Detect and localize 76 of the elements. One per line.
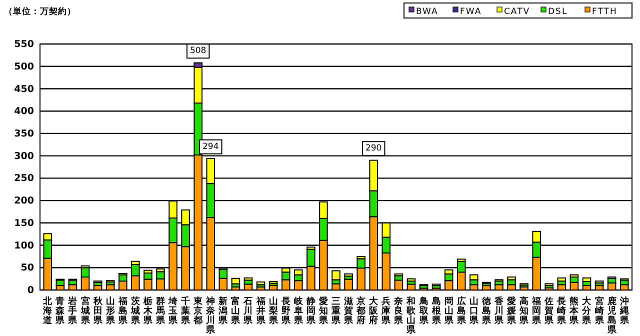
x-tick-label: 山梨県 — [268, 296, 279, 326]
x-tick-label: 新潟県 — [218, 296, 229, 326]
x-tick-label: 広島県 — [456, 296, 467, 326]
x-tick-label: 東京都 — [192, 296, 204, 326]
y-tick-label: 350 — [14, 128, 34, 140]
annotation: 508 — [190, 46, 206, 56]
legend-label: CATV — [504, 7, 530, 17]
x-tick-label: 栃木県 — [142, 296, 154, 326]
x-tick-label: 熊本県 — [568, 296, 580, 326]
x-tick-label: 鳥取県 — [418, 296, 430, 326]
x-tick-label: 高知県 — [518, 296, 530, 326]
bar — [332, 270, 340, 280]
x-tick-label: 長崎県 — [556, 296, 568, 326]
x-tick-label: 佐賀県 — [544, 296, 555, 326]
x-tick-label: 島根県 — [430, 296, 442, 326]
x-tick-label: 埼玉県 — [168, 296, 179, 326]
x-tick-label: 愛知県 — [318, 296, 329, 326]
x-tick-label: 宮崎県 — [594, 296, 605, 326]
x-tick-label: 神奈川県 — [205, 296, 216, 336]
x-tick-label: 長野県 — [280, 296, 292, 326]
x-tick-label: 大分県 — [581, 296, 592, 326]
bar — [231, 278, 240, 284]
x-tick-label: 秋田県 — [92, 296, 104, 326]
bar — [256, 281, 266, 286]
bar — [344, 273, 353, 277]
x-tick-label: 宮城県 — [80, 296, 91, 326]
y-tick-label: 500 — [14, 61, 34, 72]
x-tick-label: 富山県 — [230, 296, 242, 326]
x-tick-label: 京都府 — [356, 296, 366, 326]
x-tick-label: 静岡県 — [305, 296, 316, 326]
x-tick-label: 千葉県 — [180, 296, 192, 326]
bar — [557, 277, 566, 282]
legend-label: FTTH — [592, 7, 618, 17]
x-tick-label: 青森県 — [54, 296, 66, 326]
x-tick-label: 石川県 — [242, 296, 254, 326]
y-tick-label: 550 — [14, 39, 34, 50]
x-tick-label: 福島県 — [117, 296, 128, 326]
x-tick-label: 福岡県 — [531, 296, 542, 326]
legend-label: FWA — [460, 7, 482, 17]
annotation: 294 — [202, 142, 219, 152]
y-tick-label: 400 — [14, 106, 34, 118]
y-tick-label: 200 — [14, 196, 34, 207]
x-tick-label: 愛媛県 — [506, 296, 518, 326]
x-tick-label: 兵庫県 — [380, 296, 392, 326]
x-tick-label: 福井県 — [255, 296, 266, 326]
x-tick-label: 滋賀県 — [343, 296, 354, 326]
legend-label: BWA — [416, 7, 438, 17]
x-tick-label: 大阪府 — [368, 296, 380, 326]
x-tick-label: 山口県 — [468, 296, 480, 326]
y-tick-label: 150 — [14, 218, 34, 229]
x-tick-label: 群馬県 — [154, 296, 166, 326]
y-tick-label: 50 — [20, 262, 34, 274]
x-tick-label: 岡山県 — [443, 296, 454, 326]
legend-label: DSL — [548, 7, 568, 17]
x-tick-label: 山形県 — [104, 296, 116, 326]
y-tick-label: 250 — [14, 173, 34, 184]
x-tick-label: 岐阜県 — [292, 296, 304, 326]
x-tick-label: 三重県 — [330, 297, 342, 326]
x-tick-label: 香川県 — [493, 296, 504, 326]
x-tick-label: 鹿児島県 — [606, 296, 618, 336]
x-tick-label: 北海道 — [42, 296, 54, 326]
x-tick-label: 沖縄県 — [618, 296, 630, 326]
annotation: 290 — [365, 144, 382, 154]
x-tick-label: 奈良県 — [393, 296, 404, 326]
x-tick-label: 和歌山県 — [406, 296, 417, 336]
bar — [244, 277, 253, 281]
bar — [582, 277, 592, 282]
bar — [406, 278, 416, 282]
y-tick-label: 0 — [27, 285, 34, 296]
x-tick-label: 岩手県 — [67, 296, 78, 326]
x-tick-label: 徳島県 — [480, 296, 492, 326]
y-axis-title: （単位：万契約） — [4, 6, 76, 17]
y-tick-label: 450 — [14, 84, 34, 95]
x-tick-label: 茨城県 — [130, 296, 141, 326]
y-tick-label: 300 — [14, 150, 34, 162]
y-tick-label: 100 — [14, 240, 34, 252]
